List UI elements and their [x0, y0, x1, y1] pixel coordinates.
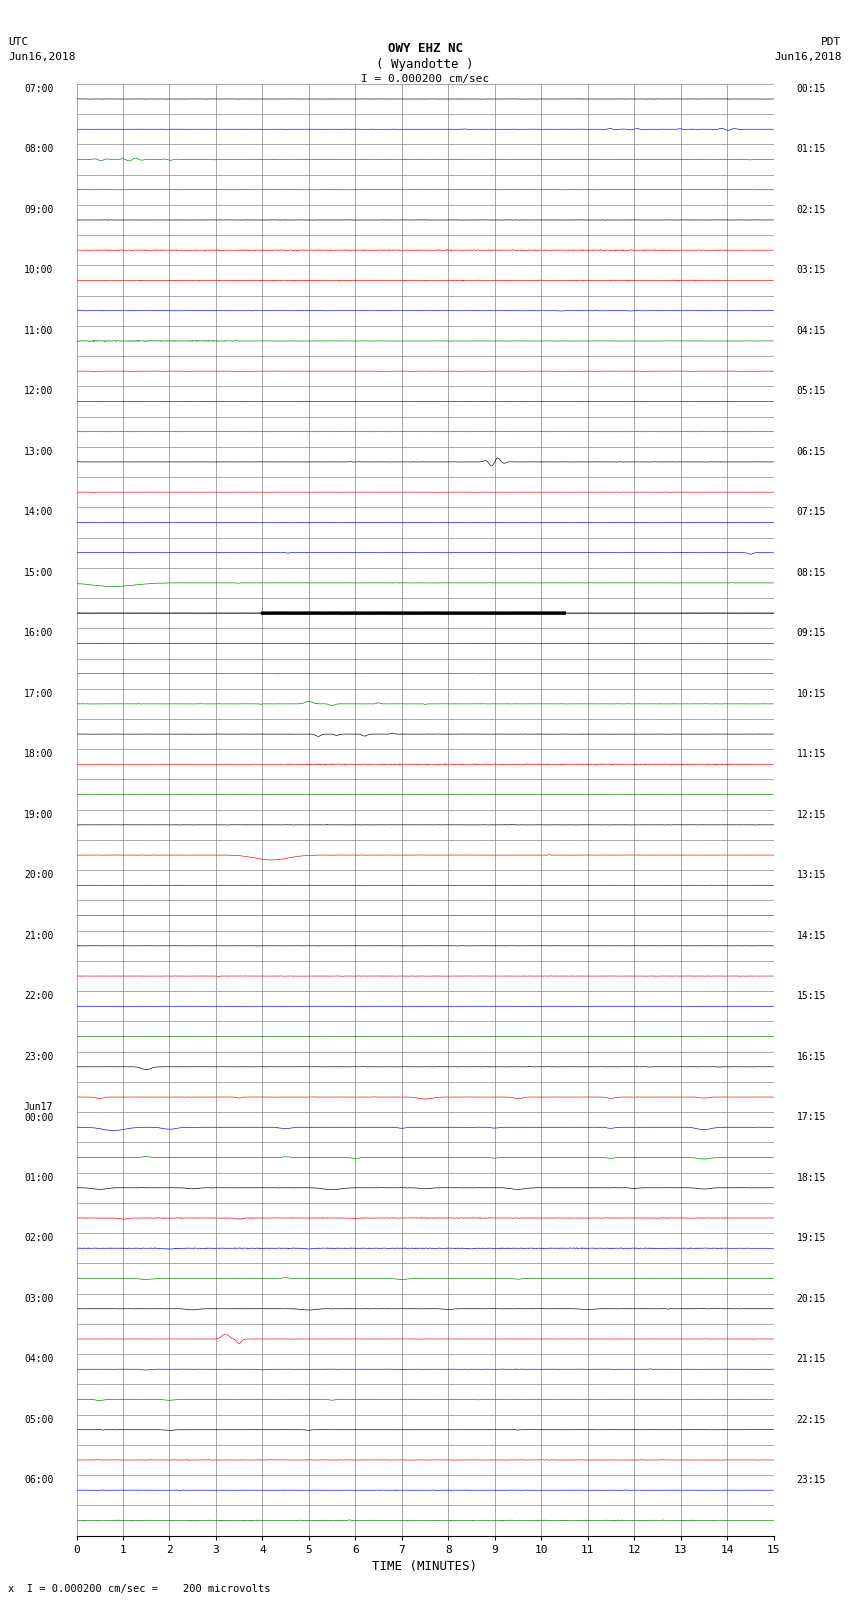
Text: 18:15: 18:15 — [796, 1173, 826, 1182]
Text: 13:00: 13:00 — [24, 447, 54, 456]
Text: x  I = 0.000200 cm/sec =    200 microvolts: x I = 0.000200 cm/sec = 200 microvolts — [8, 1584, 271, 1594]
Text: 10:00: 10:00 — [24, 266, 54, 276]
Text: 14:00: 14:00 — [24, 508, 54, 518]
Text: 22:00: 22:00 — [24, 990, 54, 1002]
Text: 09:00: 09:00 — [24, 205, 54, 215]
Text: 06:00: 06:00 — [24, 1474, 54, 1486]
Text: 09:15: 09:15 — [796, 629, 826, 639]
Text: 13:15: 13:15 — [796, 871, 826, 881]
Text: 06:15: 06:15 — [796, 447, 826, 456]
Text: 15:15: 15:15 — [796, 990, 826, 1002]
Text: PDT: PDT — [821, 37, 842, 47]
Text: 15:00: 15:00 — [24, 568, 54, 577]
Text: ( Wyandotte ): ( Wyandotte ) — [377, 58, 473, 71]
Text: I = 0.000200 cm/sec: I = 0.000200 cm/sec — [361, 74, 489, 84]
Text: 03:15: 03:15 — [796, 266, 826, 276]
Text: 19:15: 19:15 — [796, 1232, 826, 1244]
Text: 12:00: 12:00 — [24, 387, 54, 397]
Text: 20:15: 20:15 — [796, 1294, 826, 1303]
Text: 05:15: 05:15 — [796, 387, 826, 397]
Text: 21:15: 21:15 — [796, 1355, 826, 1365]
X-axis label: TIME (MINUTES): TIME (MINUTES) — [372, 1560, 478, 1573]
Text: 23:00: 23:00 — [24, 1052, 54, 1061]
Text: 07:15: 07:15 — [796, 508, 826, 518]
Text: Jun17: Jun17 — [24, 1102, 54, 1113]
Text: 11:00: 11:00 — [24, 326, 54, 336]
Text: 05:00: 05:00 — [24, 1415, 54, 1424]
Text: 01:00: 01:00 — [24, 1173, 54, 1182]
Text: 00:00: 00:00 — [24, 1113, 54, 1123]
Text: OWY EHZ NC: OWY EHZ NC — [388, 42, 462, 55]
Text: 02:00: 02:00 — [24, 1232, 54, 1244]
Text: 10:15: 10:15 — [796, 689, 826, 698]
Text: 16:15: 16:15 — [796, 1052, 826, 1061]
Text: 07:00: 07:00 — [24, 84, 54, 94]
Text: 17:00: 17:00 — [24, 689, 54, 698]
Text: 17:15: 17:15 — [796, 1113, 826, 1123]
Text: 04:00: 04:00 — [24, 1355, 54, 1365]
Text: 19:00: 19:00 — [24, 810, 54, 819]
Text: 11:15: 11:15 — [796, 748, 826, 760]
Text: 16:00: 16:00 — [24, 629, 54, 639]
Text: 20:00: 20:00 — [24, 871, 54, 881]
Text: 18:00: 18:00 — [24, 748, 54, 760]
Text: UTC: UTC — [8, 37, 29, 47]
Text: 12:15: 12:15 — [796, 810, 826, 819]
Text: 22:15: 22:15 — [796, 1415, 826, 1424]
Text: Jun16,2018: Jun16,2018 — [8, 52, 76, 61]
Text: 00:15: 00:15 — [796, 84, 826, 94]
Text: 23:15: 23:15 — [796, 1474, 826, 1486]
Text: 03:00: 03:00 — [24, 1294, 54, 1303]
Text: 21:00: 21:00 — [24, 931, 54, 940]
Text: 08:15: 08:15 — [796, 568, 826, 577]
Text: 14:15: 14:15 — [796, 931, 826, 940]
Text: 04:15: 04:15 — [796, 326, 826, 336]
Text: 01:15: 01:15 — [796, 145, 826, 155]
Text: Jun16,2018: Jun16,2018 — [774, 52, 842, 61]
Text: 02:15: 02:15 — [796, 205, 826, 215]
Text: 08:00: 08:00 — [24, 145, 54, 155]
